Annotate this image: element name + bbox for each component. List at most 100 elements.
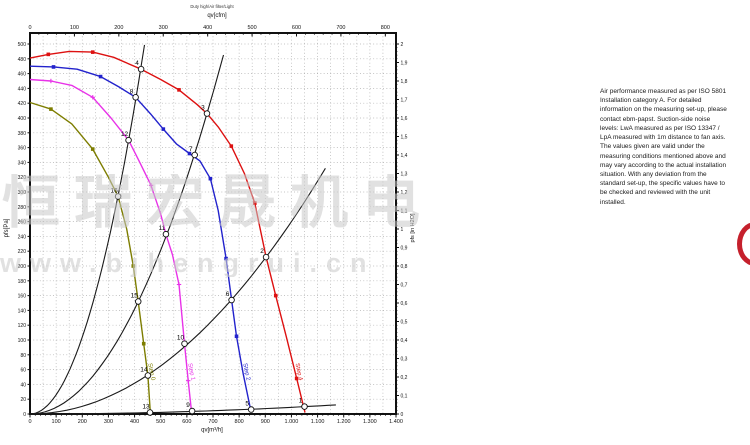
svg-text:280: 280 [18,205,27,211]
svg-text:1,8: 1,8 [401,79,408,85]
svg-text:qv[m³/h]: qv[m³/h] [201,428,223,434]
svg-text:1.300: 1.300 [363,419,377,425]
svg-text:600: 600 [182,419,191,425]
svg-text:480: 480 [18,57,27,63]
svg-text:13: 13 [142,404,150,411]
svg-text:300: 300 [18,190,27,196]
svg-text:40: 40 [20,382,26,388]
svg-text:1,6: 1,6 [401,116,408,122]
svg-text:Step 1: Step 1 [186,363,196,382]
svg-text:2: 2 [260,248,264,255]
svg-text:0,5: 0,5 [401,320,408,326]
svg-text:1,2: 1,2 [401,190,408,196]
svg-text:pfs [in H2O]: pfs [in H2O] [410,213,416,243]
svg-text:Step 2: Step 2 [241,363,251,382]
svg-text:500: 500 [247,25,256,31]
svg-text:60: 60 [20,368,26,374]
svg-text:460: 460 [18,72,27,78]
svg-text:7: 7 [189,146,193,153]
svg-text:320: 320 [18,175,27,181]
svg-text:16: 16 [110,187,118,194]
svg-text:100: 100 [18,338,27,344]
svg-text:700: 700 [336,25,345,31]
svg-text:4: 4 [135,60,139,67]
svg-text:1,9: 1,9 [401,61,408,67]
svg-text:8: 8 [130,88,134,95]
svg-text:340: 340 [18,160,27,166]
svg-text:Step 0: Step 0 [146,363,156,382]
svg-text:300: 300 [104,419,113,425]
svg-text:440: 440 [18,86,27,92]
svg-text:1.200: 1.200 [337,419,351,425]
svg-text:400: 400 [130,419,139,425]
svg-text:260: 260 [18,220,27,226]
left-axis: 0 20 40 60 80 100 120 140 160 180 200 220 240 260 280 3… [4,42,30,418]
grid [30,33,396,414]
svg-text:0: 0 [401,412,404,418]
svg-text:1.400: 1.400 [389,419,403,425]
svg-text:900: 900 [261,419,270,425]
svg-text:20: 20 [20,397,26,403]
svg-text:qv[cfm]: qv[cfm] [207,13,227,19]
series-step-1: Step 1 [29,78,196,413]
measurement-note: Air performance measured as per ISO 5801… [600,88,727,206]
svg-text:380: 380 [18,131,27,137]
svg-text:2: 2 [401,42,404,48]
svg-text:0,2: 0,2 [401,375,408,381]
fan-curve-svg: 0 100 200 300 400 500 600 700 800 900 1.000 1.100 1.… [4,4,416,434]
top-axis: 0 100 200 300 400 500 600 700 800 qv[cfm] Duty hig… [28,4,390,37]
brand-logo-fragment [737,222,750,266]
svg-text:11: 11 [159,225,166,232]
svg-text:200: 200 [114,25,123,31]
svg-text:1.000: 1.000 [285,419,299,425]
svg-text:240: 240 [18,234,27,240]
svg-text:0,7: 0,7 [401,283,408,289]
svg-text:100: 100 [70,25,79,31]
svg-text:700: 700 [208,419,217,425]
svg-text:Duty high/Air filter/Light: Duty high/Air filter/Light [190,4,234,9]
svg-text:220: 220 [18,249,27,255]
series-step-0: Step 0 [29,101,156,413]
svg-text:200: 200 [18,264,27,270]
svg-text:12: 12 [121,131,129,138]
svg-text:80: 80 [20,353,26,359]
svg-text:15: 15 [131,293,139,300]
svg-text:1,4: 1,4 [401,153,408,159]
svg-text:600: 600 [292,25,301,31]
svg-text:1: 1 [299,398,303,405]
svg-text:14: 14 [140,367,148,374]
svg-text:0,6: 0,6 [401,301,408,307]
svg-text:pfs[Pa]: pfs[Pa] [4,218,10,237]
svg-text:800: 800 [381,25,390,31]
svg-text:0: 0 [28,25,31,31]
svg-text:1,1: 1,1 [401,209,408,215]
svg-text:6: 6 [226,291,230,298]
svg-text:9: 9 [186,402,190,409]
svg-text:100: 100 [52,419,61,425]
svg-text:120: 120 [18,323,27,329]
svg-text:1: 1 [401,227,404,233]
right-axis: 0 0,1 0,2 0,3 0,4 0,5 0,6 0,7 0,8 0,9 1 1,1 1,2 1,3 1,… [396,42,416,418]
svg-text:0: 0 [28,419,31,425]
svg-text:0,8: 0,8 [401,264,408,270]
svg-text:180: 180 [18,279,27,285]
svg-text:400: 400 [18,116,27,122]
svg-text:500: 500 [18,42,27,48]
svg-text:300: 300 [159,25,168,31]
svg-text:800: 800 [235,419,244,425]
bottom-axis: 0 100 200 300 400 500 600 700 800 900 1.000 1.100 1.… [28,414,403,434]
svg-text:140: 140 [18,308,27,314]
svg-text:1,5: 1,5 [401,135,408,141]
svg-text:500: 500 [156,419,165,425]
svg-text:Step 4: Step 4 [294,363,304,382]
svg-text:3: 3 [201,105,205,112]
svg-text:0,4: 0,4 [401,338,408,344]
svg-text:420: 420 [18,101,27,107]
svg-text:0,3: 0,3 [401,357,408,363]
svg-text:1,7: 1,7 [401,98,408,104]
fan-performance-chart: 0 100 200 300 400 500 600 700 800 900 1.000 1.100 1.… [4,4,416,434]
svg-text:0,9: 0,9 [401,246,408,252]
svg-text:1.100: 1.100 [311,419,325,425]
